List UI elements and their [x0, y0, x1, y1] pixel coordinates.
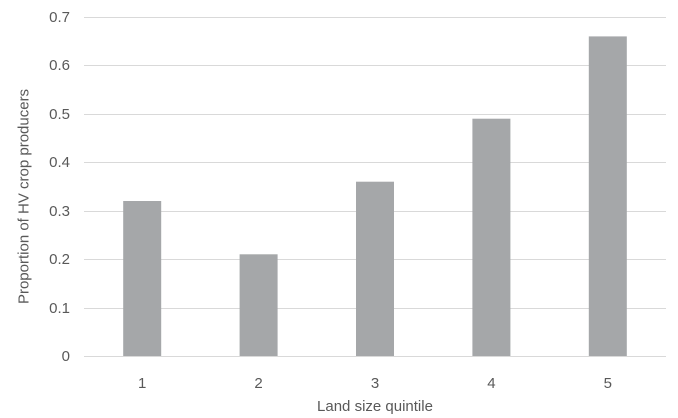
y-axis-title: Proportion of HV crop producers [16, 89, 33, 304]
y-tick-label: 0.1 [49, 300, 70, 317]
x-tick-label: 2 [254, 375, 262, 392]
x-tick-label: 3 [371, 375, 379, 392]
bar-1 [123, 201, 162, 356]
bar-5 [588, 36, 627, 357]
bar-4 [472, 118, 511, 356]
x-axis-title: Land size quintile [317, 398, 433, 415]
y-tick-label: 0.6 [49, 57, 70, 74]
bar-2 [239, 254, 278, 356]
bar-3 [356, 181, 394, 356]
y-tick-label: 0 [62, 348, 70, 365]
x-tick-label: 5 [604, 375, 612, 392]
y-tick-label: 0.4 [49, 154, 70, 171]
y-tick-label: 0.3 [49, 203, 70, 220]
y-axis-ticks: 0 0.1 0.2 0.3 0.4 0.5 0.6 0.7 [49, 9, 70, 365]
y-tick-label: 0.2 [49, 251, 70, 268]
y-tick-label: 0.5 [49, 106, 70, 123]
bars [123, 36, 627, 357]
x-tick-label: 1 [138, 375, 146, 392]
y-tick-label: 0.7 [49, 9, 70, 26]
x-axis-ticks: 1 2 3 4 5 [138, 375, 612, 392]
x-tick-label: 4 [487, 375, 495, 392]
